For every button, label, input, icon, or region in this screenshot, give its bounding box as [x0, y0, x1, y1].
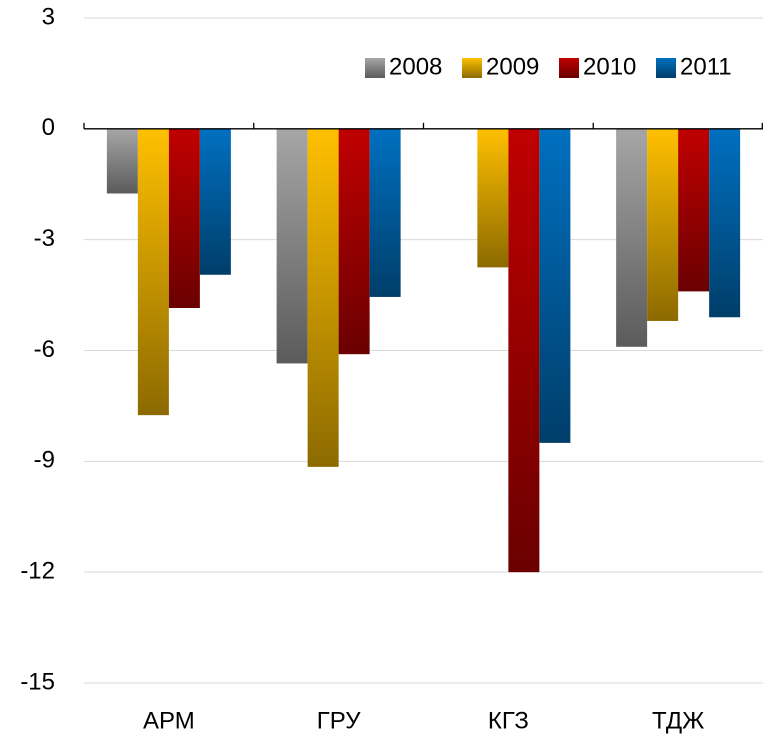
y-tick-label: -9 [34, 447, 55, 474]
y-tick-label: -6 [34, 336, 55, 363]
x-tick-label: ТДЖ [652, 707, 704, 734]
legend-swatch [462, 58, 482, 78]
y-tick-label: 3 [42, 3, 55, 30]
bar [137, 128, 169, 416]
legend-label: 2008 [389, 53, 442, 80]
bar [307, 128, 339, 467]
legend-swatch [656, 58, 676, 78]
bar [508, 128, 540, 573]
bar [369, 128, 401, 297]
bar [539, 128, 571, 443]
legend-swatch [559, 58, 579, 78]
x-tick-label: АРМ [143, 707, 195, 734]
y-tick-label: -12 [20, 558, 55, 585]
legend-label: 2009 [486, 53, 539, 80]
y-tick-label: -3 [34, 225, 55, 252]
legend-swatch [365, 58, 385, 78]
legend-label: 2011 [680, 53, 732, 80]
bar [709, 128, 741, 318]
y-tick-label: 0 [42, 114, 55, 141]
bar [106, 128, 138, 194]
x-tick-label: ГРУ [317, 707, 361, 734]
x-tick-label: КГЗ [488, 707, 529, 734]
bar [647, 128, 679, 321]
legend-label: 2010 [583, 53, 636, 80]
y-tick-label: -15 [20, 668, 55, 695]
bar [477, 128, 509, 268]
bar [276, 128, 308, 364]
bar [199, 128, 231, 275]
bar [616, 128, 648, 347]
bar [678, 128, 710, 292]
bar [168, 128, 200, 309]
bar [338, 128, 370, 355]
